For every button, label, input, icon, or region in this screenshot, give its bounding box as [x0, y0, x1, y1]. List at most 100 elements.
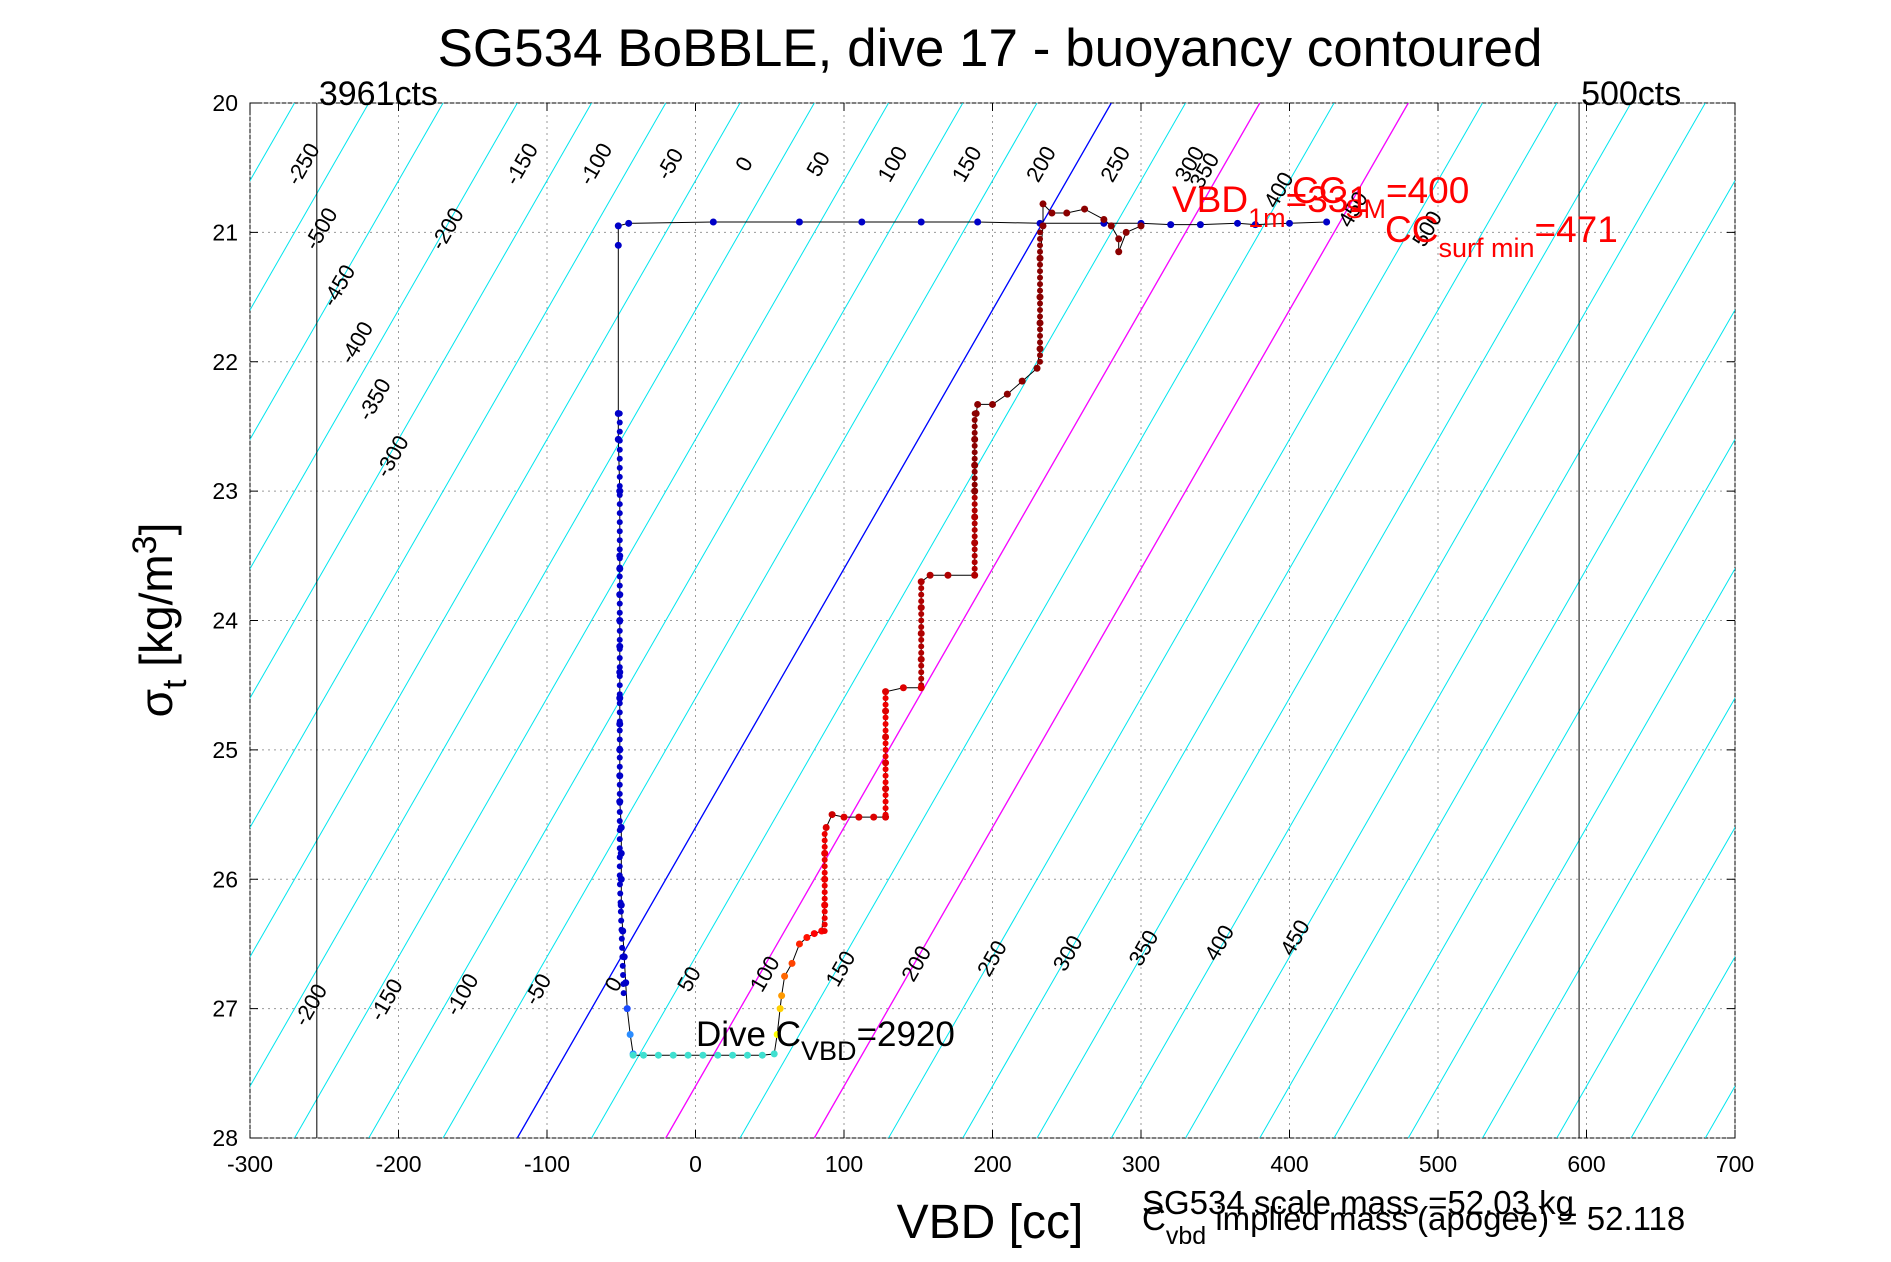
descent-point	[618, 926, 625, 933]
climb-point	[971, 565, 978, 572]
buoyancy-contour-line	[250, 103, 518, 570]
implied-mass-annotation: Cvbd implied mass (apogee) = 52.118	[1142, 1200, 1685, 1250]
climb-point	[821, 908, 828, 915]
climb-point	[1037, 300, 1044, 307]
surf-reference-line	[813, 103, 1409, 1138]
bottom-point	[781, 972, 789, 980]
climb-point	[918, 649, 925, 656]
descent-point	[616, 636, 623, 643]
climb-point	[882, 733, 890, 741]
climb-point	[917, 629, 925, 637]
buoyancy-contour-line	[739, 103, 1335, 1138]
descent-point	[616, 736, 623, 743]
descent-point	[619, 962, 626, 969]
climb-point	[1036, 293, 1044, 301]
climb-point	[821, 921, 828, 928]
descent-point	[616, 473, 623, 480]
climb-point	[1037, 242, 1044, 249]
svg-text:σt [kg/m3]: σt [kg/m3]	[126, 523, 194, 718]
climb-point	[1036, 345, 1044, 353]
descent-point	[616, 528, 623, 535]
descent-point	[619, 944, 626, 951]
climb-point	[1037, 307, 1044, 313]
x-tick-label: 100	[825, 1151, 863, 1177]
climb-point	[971, 546, 978, 553]
descent-point	[616, 410, 623, 417]
climb-point	[882, 746, 889, 753]
vbd-limit-lines: 3961cts 500cts	[316, 75, 1681, 1138]
climb-point	[882, 688, 890, 696]
climb-point	[821, 882, 828, 889]
climb-point	[971, 526, 978, 533]
climb-point	[882, 759, 890, 767]
descent-point	[616, 564, 623, 571]
climb-point	[1037, 281, 1044, 288]
descent-point	[616, 582, 623, 589]
climb-point	[971, 513, 979, 521]
descent-point	[616, 482, 623, 489]
descent-point	[1167, 221, 1175, 229]
scale-mass-annotation: SG534 scale mass =52.03 kg	[1142, 1184, 1574, 1221]
buoyancy-contour-line	[294, 103, 889, 1138]
bottom-point	[640, 1051, 648, 1059]
climb-point	[1037, 248, 1044, 255]
descent-point	[917, 218, 925, 226]
descent-point	[1323, 218, 1331, 226]
descent-point	[616, 510, 623, 517]
x-tick-label: 300	[1122, 1151, 1160, 1177]
descent-point	[617, 908, 624, 915]
climb-point	[918, 598, 925, 605]
descent-point	[616, 501, 623, 508]
bottom-point	[822, 824, 830, 831]
bottom-point	[828, 811, 836, 819]
buoyancy-contour-line	[1407, 567, 1735, 1138]
descent-point	[709, 218, 717, 226]
climb-point	[1137, 222, 1145, 230]
descent-point	[1286, 219, 1293, 227]
x-tick-label: 700	[1716, 1151, 1754, 1177]
climb-point	[918, 669, 925, 676]
descent-point	[623, 1005, 631, 1013]
climb-point	[821, 843, 828, 850]
descent-point	[618, 917, 625, 924]
climb-point	[971, 435, 979, 443]
bottom-point	[778, 992, 786, 1000]
axes: -300 -200 -100 0 100 200 300 400 500 600 700 20 21 22…	[212, 90, 1754, 1177]
climb-point	[821, 915, 828, 922]
descent-point	[616, 718, 623, 725]
descent-point	[619, 953, 626, 960]
bottom-point	[629, 1051, 637, 1059]
climb-point	[971, 533, 978, 540]
descent-point	[616, 709, 623, 716]
buoyancy-contour-line	[1854, 103, 1891, 1138]
y-axis-label: σt [kg/m3]	[126, 523, 194, 718]
climb-point	[882, 805, 889, 812]
x-tick-label: 200	[973, 1151, 1011, 1177]
bottom-point	[758, 1051, 766, 1059]
descent-point	[616, 682, 623, 689]
dive-cvbd-annotation: Dive CVBD=2920	[696, 1015, 955, 1066]
descent-point	[616, 827, 623, 834]
descent-point	[616, 854, 623, 861]
buoyancy-contour-line	[1036, 103, 1632, 1138]
x-tick-label: -200	[375, 1151, 421, 1177]
bottom-point	[684, 1051, 692, 1059]
buoyancy-contour-line	[368, 103, 964, 1138]
climb-point	[840, 813, 848, 821]
x-tick-label: 400	[1270, 1151, 1308, 1177]
buoyancy-contour-line	[250, 103, 592, 700]
climb-point	[918, 623, 925, 630]
climb-point	[971, 487, 979, 495]
climb-point	[1037, 274, 1044, 281]
climb-point	[917, 578, 925, 586]
climb-point	[918, 675, 925, 682]
climb-point	[917, 604, 925, 612]
climb-point	[917, 684, 925, 692]
climb-point	[882, 707, 890, 715]
cc-sm-annotation: CCSM=400	[1292, 170, 1469, 224]
descent-point	[620, 981, 627, 988]
climb-point	[971, 461, 979, 469]
bottom-point	[795, 940, 803, 948]
descent-point	[616, 446, 623, 453]
climb-point	[971, 423, 978, 430]
